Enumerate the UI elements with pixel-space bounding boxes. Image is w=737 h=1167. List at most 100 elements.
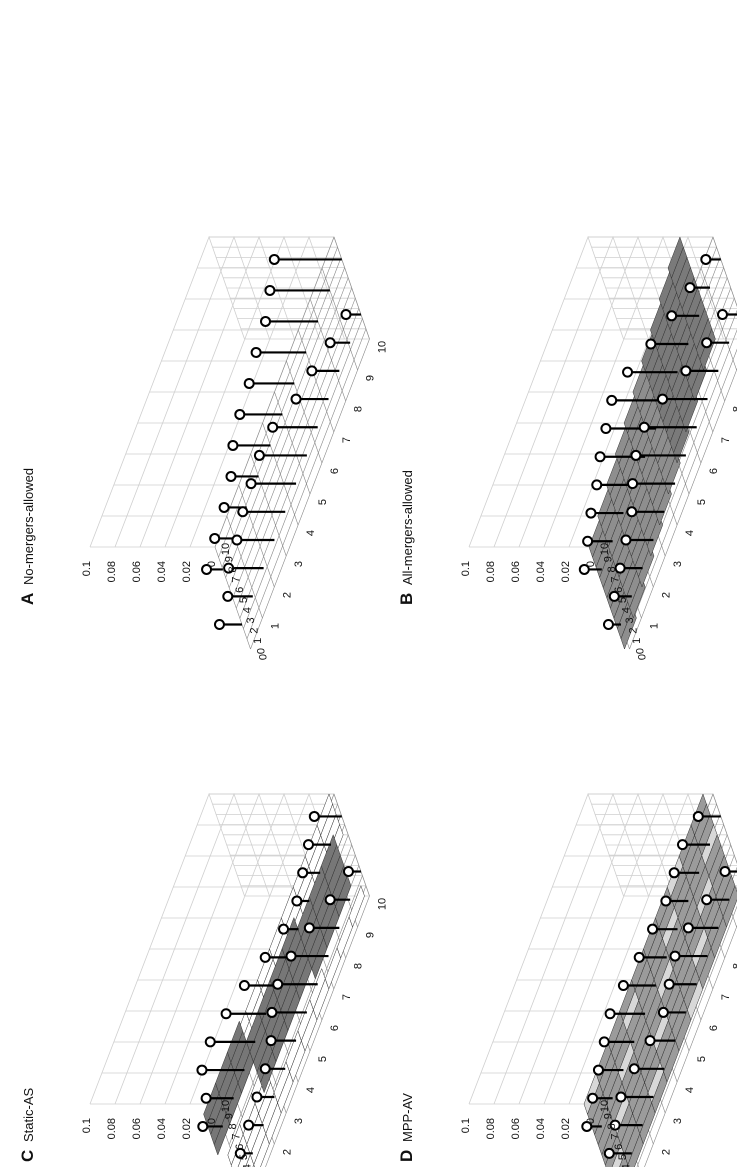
panel-letter-c: C: [18, 1150, 37, 1162]
y-tick-label: 8: [732, 963, 737, 969]
stem-marker: [237, 506, 249, 518]
x-tick-label: 9: [224, 1113, 236, 1119]
x-tick-label: 10: [220, 543, 232, 555]
y-tick-label: 10: [377, 898, 389, 910]
x-tick-label: 2: [248, 628, 260, 634]
x-tick-label: 5: [238, 1154, 250, 1160]
stem-marker: [603, 1147, 615, 1159]
stem-marker: [626, 506, 638, 518]
y-tick-label: 2: [281, 592, 293, 598]
x-tick-label: 2: [627, 628, 639, 634]
floor-grid-line: [274, 391, 311, 495]
z-axis: 0 0.02 0.04 0.06 0.08 0.1: [460, 1118, 597, 1139]
x-tick-label: 6: [613, 587, 625, 593]
z-tick-label: 0.06: [510, 1118, 522, 1139]
stems: [581, 810, 737, 1159]
x-tick-label: 10: [220, 1100, 232, 1112]
stem-marker: [614, 562, 626, 574]
stem-marker: [608, 590, 620, 602]
z-tick-label: 0.1: [81, 1118, 93, 1133]
y-tick-label: 4: [684, 530, 696, 536]
floor-grid-line: [309, 298, 346, 402]
x-tick-label: 10: [599, 1100, 611, 1112]
y-tick-label: 5: [317, 1056, 329, 1062]
stem-marker: [303, 922, 315, 934]
stem-marker: [231, 534, 243, 546]
panel-b: B All-mergers-allowed 00.020.040.060.080…: [397, 235, 737, 660]
x-tick-label: 6: [613, 1144, 625, 1150]
surface-cell: [348, 885, 365, 928]
stem-marker: [225, 470, 237, 482]
panel-title-c: Static-AS: [21, 1087, 36, 1142]
stem-marker: [684, 282, 696, 294]
stem-marker: [234, 1147, 246, 1159]
x-tick-label: 5: [238, 597, 250, 603]
stem-marker: [290, 393, 302, 405]
stem-marker: [716, 309, 728, 321]
stem-marker: [615, 1091, 627, 1103]
z-tick-label: 0.02: [560, 561, 572, 582]
stem-marker: [243, 1119, 255, 1131]
stem-marker: [692, 810, 704, 822]
z-tick-label: 0: [585, 561, 597, 567]
y-tick-label: 9: [365, 375, 377, 381]
y-tick-label: 7: [720, 994, 732, 1000]
stem-marker: [251, 1091, 263, 1103]
y-tick-label: 7: [341, 437, 353, 443]
stem-marker: [594, 451, 606, 463]
y-tick-label: 2: [660, 592, 672, 598]
stem-marker: [598, 1036, 610, 1048]
surface-cell: [638, 545, 655, 588]
stem-marker: [609, 1119, 621, 1131]
stem-marker: [578, 563, 590, 575]
stem-marker: [680, 365, 692, 377]
floor-grid-line: [238, 484, 275, 588]
y-tick-label: 6: [708, 468, 720, 474]
stem-marker: [647, 923, 659, 935]
stem-marker: [660, 895, 672, 907]
stem-marker: [267, 421, 279, 433]
stem-marker: [278, 923, 290, 935]
x-tick-label: 4: [620, 1164, 632, 1167]
panel-letter-a: A: [18, 593, 37, 605]
stems: [578, 253, 737, 631]
x-tick-label: 7: [610, 577, 622, 583]
surface-cell: [722, 885, 737, 928]
stem-marker: [622, 366, 634, 378]
y-tick-label: 3: [672, 561, 684, 567]
y-tick-label: 4: [684, 1087, 696, 1093]
floor-grid-line: [298, 329, 335, 433]
x-tick-label: 6: [234, 1144, 246, 1150]
y-tick-label: 6: [329, 468, 341, 474]
stem-marker: [591, 479, 603, 491]
x-tick-label: 3: [245, 617, 257, 623]
y-tick-label: 9: [365, 932, 377, 938]
stem-marker: [197, 1120, 209, 1132]
stem-marker: [676, 839, 688, 851]
stem-marker: [581, 1120, 593, 1132]
surface-cell: [673, 421, 690, 464]
y-tick-label: 6: [329, 1025, 341, 1031]
stem-marker: [600, 423, 612, 435]
z-tick-label: 0.08: [485, 1118, 497, 1139]
stem-marker: [663, 978, 675, 990]
stem-marker: [340, 309, 352, 321]
stem-marker: [587, 1092, 599, 1104]
panel-letter-b: B: [397, 593, 416, 605]
y-tick-label: 7: [341, 994, 353, 1000]
surface-cell: [620, 607, 637, 650]
surface-cell: [325, 947, 341, 990]
surface-cell: [682, 390, 699, 433]
x-tick-label: 4: [620, 607, 632, 613]
stem-marker: [585, 507, 597, 519]
z-tick-label: 0.02: [181, 1118, 193, 1139]
stem-marker: [204, 1036, 216, 1048]
floor-grid-line: [333, 236, 370, 340]
surface-cell: [655, 483, 672, 526]
stem-marker: [250, 346, 262, 358]
surface-cell: [629, 576, 646, 619]
back-walls: [89, 235, 370, 548]
